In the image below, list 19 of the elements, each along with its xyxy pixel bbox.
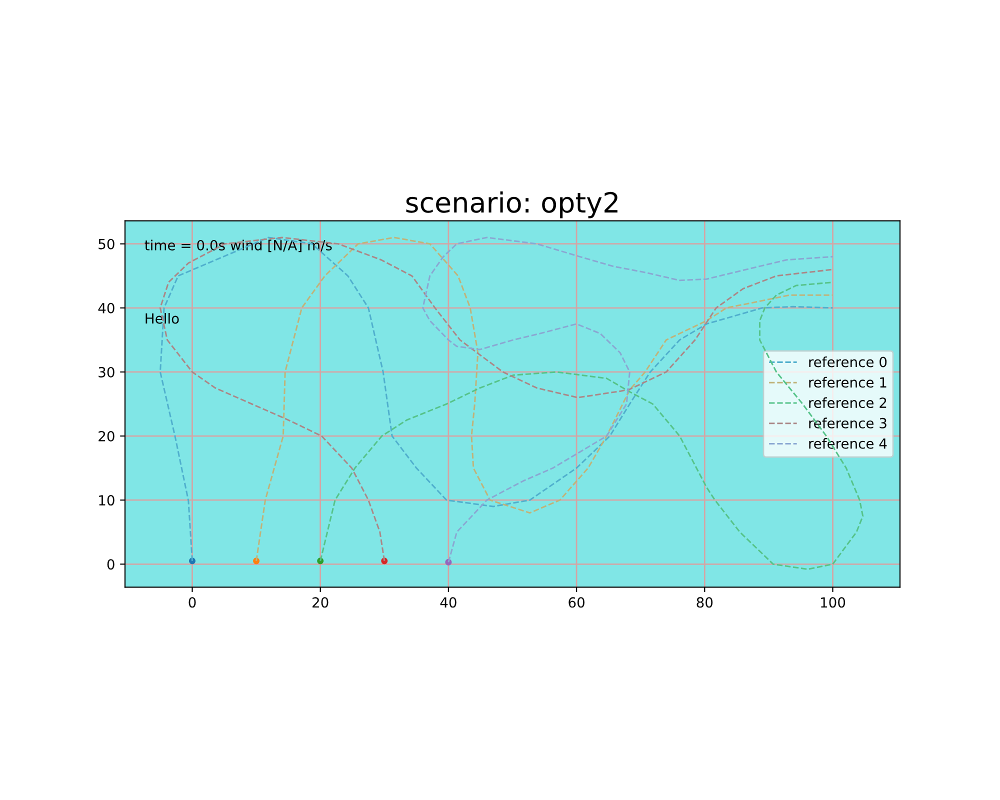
legend-label: reference 1 (809, 376, 886, 388)
x-tick-label: 80 (696, 597, 713, 608)
annotation: Hello (146, 313, 179, 324)
legend-label: reference 3 (809, 418, 886, 428)
y-tick-label: 10 (99, 495, 114, 506)
y-tick-label: 50 (98, 238, 114, 250)
y-tick-label: 20 (98, 430, 114, 442)
legend-label: reference 4 (809, 438, 887, 449)
x-tick-label: 0 (188, 597, 196, 608)
x-tick-label: 40 (440, 597, 456, 608)
x-tick-label: 60 (568, 597, 584, 608)
y-tick-label: 40 (98, 302, 114, 314)
chart-title: scenario: opty2 (406, 191, 618, 218)
x-tick-label: 20 (312, 597, 328, 608)
y-tick-label: 0 (107, 559, 114, 570)
legend-label: reference 0 (809, 356, 887, 368)
x-tick-label: 100 (821, 597, 846, 608)
legend-label: reference 2 (809, 397, 886, 408)
y-tick-label: 30 (98, 366, 114, 378)
